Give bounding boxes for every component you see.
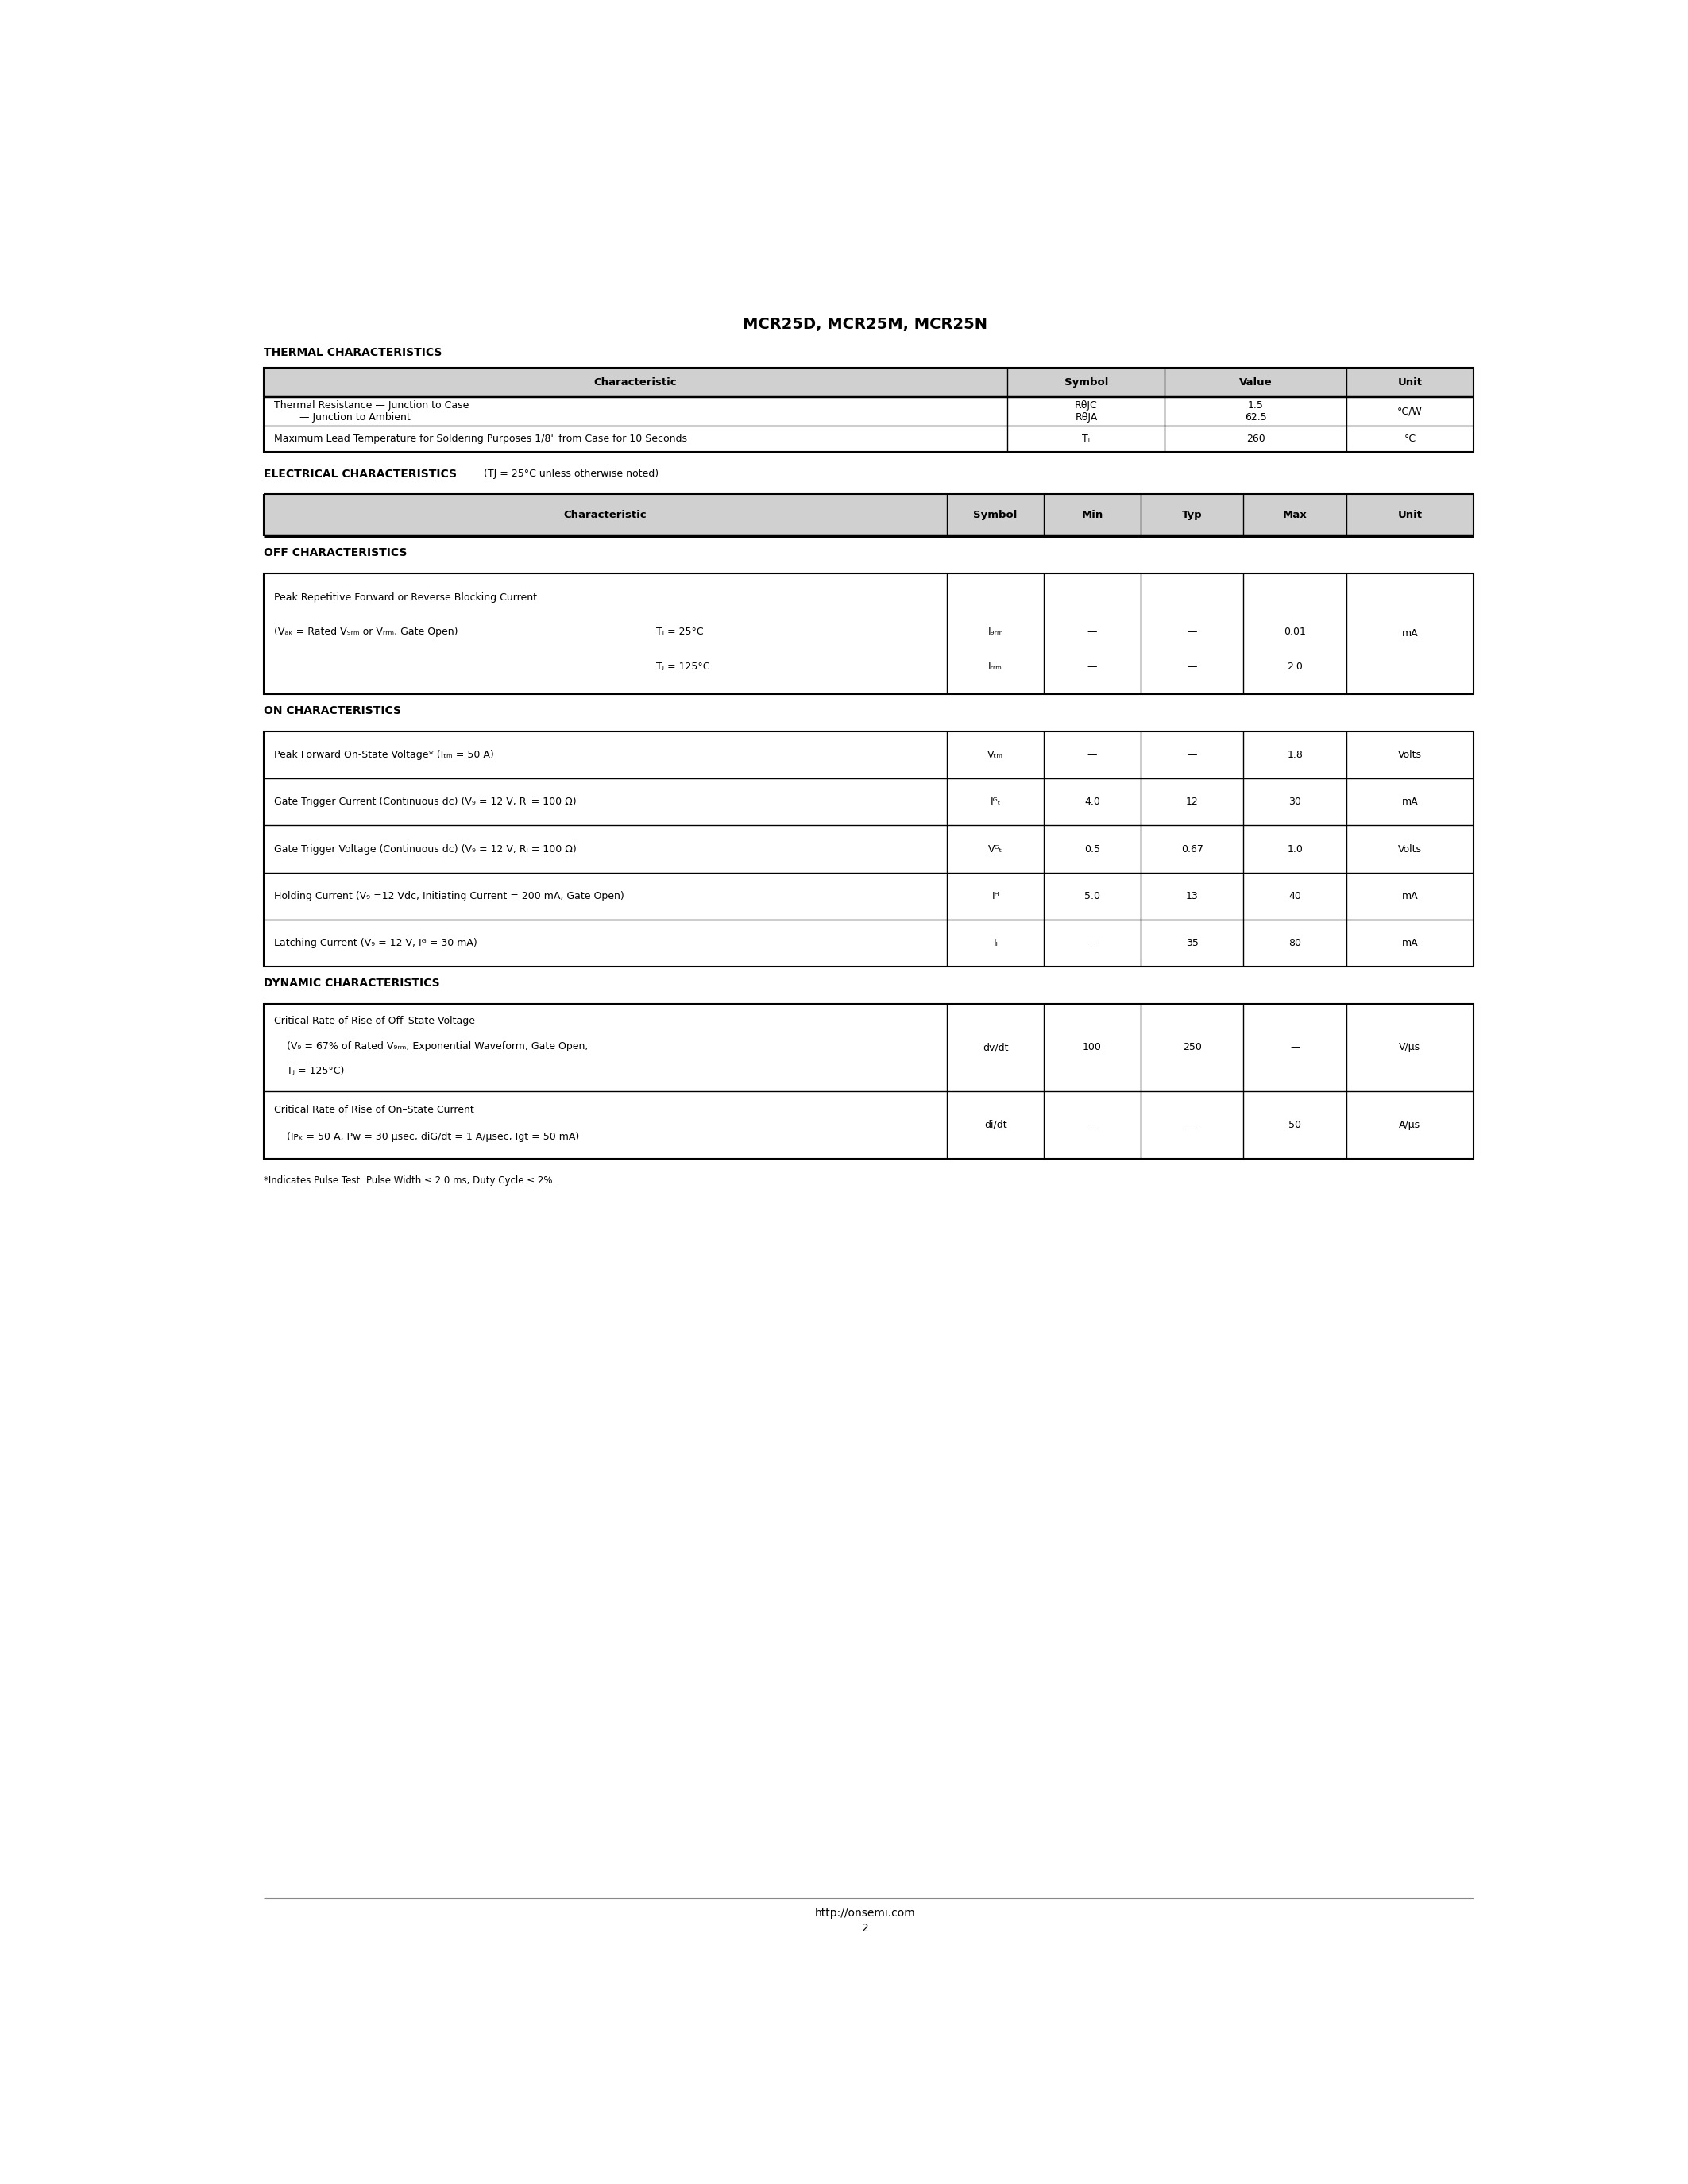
Text: Iᴴ: Iᴴ	[991, 891, 999, 902]
Text: Critical Rate of Rise of Off–State Voltage: Critical Rate of Rise of Off–State Volta…	[273, 1016, 474, 1026]
Bar	[263, 369, 1474, 397]
Text: http://onsemi.com: http://onsemi.com	[815, 1909, 915, 1920]
Text: Symbol: Symbol	[1063, 378, 1109, 387]
Bar	[263, 732, 1474, 968]
Bar	[263, 369, 1474, 452]
Text: —: —	[1290, 1042, 1300, 1053]
Text: Characteristic: Characteristic	[564, 511, 647, 520]
Text: 2.0: 2.0	[1286, 662, 1303, 673]
Text: OFF CHARACTERISTICS: OFF CHARACTERISTICS	[263, 548, 407, 559]
Text: 0.5: 0.5	[1084, 843, 1101, 854]
Text: Symbol: Symbol	[974, 511, 1018, 520]
Text: Latching Current (V₉ = 12 V, Iᴳ = 30 mA): Latching Current (V₉ = 12 V, Iᴳ = 30 mA)	[273, 937, 478, 948]
Text: —: —	[1187, 662, 1197, 673]
Text: mA: mA	[1401, 937, 1418, 948]
Text: RθJA: RθJA	[1075, 413, 1097, 422]
Text: Value: Value	[1239, 378, 1273, 387]
Text: Vₜₘ: Vₜₘ	[987, 749, 1003, 760]
Text: Characteristic: Characteristic	[594, 378, 677, 387]
Text: 12: 12	[1185, 797, 1198, 808]
Text: di/dt: di/dt	[984, 1120, 1006, 1129]
Text: 100: 100	[1082, 1042, 1102, 1053]
Text: Tⱼ = 125°C: Tⱼ = 125°C	[655, 662, 709, 673]
Text: Peak Repetitive Forward or Reverse Blocking Current: Peak Repetitive Forward or Reverse Block…	[273, 592, 537, 603]
Text: 40: 40	[1288, 891, 1301, 902]
Text: (V₉ = 67% of Rated V₉ᵣₘ, Exponential Waveform, Gate Open,: (V₉ = 67% of Rated V₉ᵣₘ, Exponential Wav…	[273, 1042, 587, 1051]
Text: Thermal Resistance — Junction to Case: Thermal Resistance — Junction to Case	[273, 400, 469, 411]
Text: Holding Current (V₉ =12 Vdc, Initiating Current = 200 mA, Gate Open): Holding Current (V₉ =12 Vdc, Initiating …	[273, 891, 625, 902]
Text: —: —	[1087, 662, 1097, 673]
Text: —: —	[1087, 749, 1097, 760]
Text: Volts: Volts	[1398, 843, 1421, 854]
Text: —: —	[1187, 1120, 1197, 1129]
Text: *Indicates Pulse Test: Pulse Width ≤ 2.0 ms, Duty Cycle ≤ 2%.: *Indicates Pulse Test: Pulse Width ≤ 2.0…	[263, 1175, 555, 1186]
Bar	[263, 572, 1474, 695]
Text: —: —	[1087, 627, 1097, 638]
Text: mA: mA	[1401, 797, 1418, 808]
Text: 62.5: 62.5	[1244, 413, 1266, 422]
Text: 0.01: 0.01	[1285, 627, 1307, 638]
Text: Volts: Volts	[1398, 749, 1421, 760]
Text: Iₗ: Iₗ	[993, 937, 998, 948]
Bar	[263, 1005, 1474, 1158]
Text: —: —	[1087, 937, 1097, 948]
Text: Maximum Lead Temperature for Soldering Purposes 1/8" from Case for 10 Seconds: Maximum Lead Temperature for Soldering P…	[273, 435, 687, 443]
Text: 2: 2	[861, 1924, 869, 1935]
Text: 4.0: 4.0	[1084, 797, 1101, 808]
Text: Gate Trigger Voltage (Continuous dc) (V₉ = 12 V, Rₗ = 100 Ω): Gate Trigger Voltage (Continuous dc) (V₉…	[273, 843, 576, 854]
Text: DYNAMIC CHARACTERISTICS: DYNAMIC CHARACTERISTICS	[263, 978, 439, 989]
Text: Max: Max	[1283, 511, 1307, 520]
Text: 0.67: 0.67	[1182, 843, 1204, 854]
Text: RθJC: RθJC	[1075, 400, 1097, 411]
Text: —: —	[1187, 627, 1197, 638]
Text: Unit: Unit	[1398, 378, 1423, 387]
Text: Tₗ: Tₗ	[1082, 435, 1090, 443]
Text: MCR25D, MCR25M, MCR25N: MCR25D, MCR25M, MCR25N	[743, 317, 987, 332]
Text: (TJ = 25°C unless otherwise noted): (TJ = 25°C unless otherwise noted)	[481, 470, 658, 478]
Text: Min: Min	[1082, 511, 1102, 520]
Text: —: —	[1187, 749, 1197, 760]
Text: 13: 13	[1185, 891, 1198, 902]
Text: Gate Trigger Current (Continuous dc) (V₉ = 12 V, Rₗ = 100 Ω): Gate Trigger Current (Continuous dc) (V₉…	[273, 797, 576, 808]
Text: mA: mA	[1401, 629, 1418, 640]
Text: Typ: Typ	[1182, 511, 1202, 520]
Text: A/μs: A/μs	[1399, 1120, 1421, 1129]
Text: V/μs: V/μs	[1399, 1042, 1421, 1053]
Text: Tⱼ = 125°C): Tⱼ = 125°C)	[273, 1066, 344, 1077]
Text: —: —	[1087, 1120, 1097, 1129]
Text: ON CHARACTERISTICS: ON CHARACTERISTICS	[263, 705, 400, 716]
Text: THERMAL CHARACTERISTICS: THERMAL CHARACTERISTICS	[263, 347, 442, 358]
Text: mA: mA	[1401, 891, 1418, 902]
Text: (Iᴘₖ = 50 A, Pw = 30 μsec, diG/dt = 1 A/μsec, Igt = 50 mA): (Iᴘₖ = 50 A, Pw = 30 μsec, diG/dt = 1 A/…	[273, 1131, 579, 1142]
Text: Iᴳₜ: Iᴳₜ	[991, 797, 1001, 808]
Text: 35: 35	[1185, 937, 1198, 948]
Text: °C/W: °C/W	[1398, 406, 1423, 417]
Text: I₉ᵣₘ: I₉ᵣₘ	[987, 627, 1003, 638]
Text: ELECTRICAL CHARACTERISTICS: ELECTRICAL CHARACTERISTICS	[263, 467, 456, 480]
Text: Vᴳₜ: Vᴳₜ	[987, 843, 1003, 854]
Text: 260: 260	[1246, 435, 1264, 443]
Text: Tⱼ = 25°C: Tⱼ = 25°C	[655, 627, 704, 638]
Text: 1.8: 1.8	[1286, 749, 1303, 760]
Text: 5.0: 5.0	[1084, 891, 1101, 902]
Text: 250: 250	[1183, 1042, 1202, 1053]
Text: 1.5: 1.5	[1247, 400, 1264, 411]
Text: 1.0: 1.0	[1286, 843, 1303, 854]
Text: Unit: Unit	[1398, 511, 1423, 520]
Text: °C: °C	[1404, 435, 1416, 443]
Text: dv/dt: dv/dt	[982, 1042, 1008, 1053]
Text: 50: 50	[1288, 1120, 1301, 1129]
Text: — Junction to Ambient: — Junction to Ambient	[273, 413, 410, 422]
Text: 80: 80	[1288, 937, 1301, 948]
Text: Peak Forward On-State Voltage* (Iₜₘ = 50 A): Peak Forward On-State Voltage* (Iₜₘ = 50…	[273, 749, 493, 760]
Bar	[263, 494, 1474, 537]
Text: Critical Rate of Rise of On–State Current: Critical Rate of Rise of On–State Curren…	[273, 1105, 474, 1116]
Text: (Vₐₖ = Rated V₉ᵣₘ or Vᵣᵣₘ, Gate Open): (Vₐₖ = Rated V₉ᵣₘ or Vᵣᵣₘ, Gate Open)	[273, 627, 457, 638]
Text: 30: 30	[1288, 797, 1301, 808]
Text: Iᵣᵣₘ: Iᵣᵣₘ	[989, 662, 1003, 673]
